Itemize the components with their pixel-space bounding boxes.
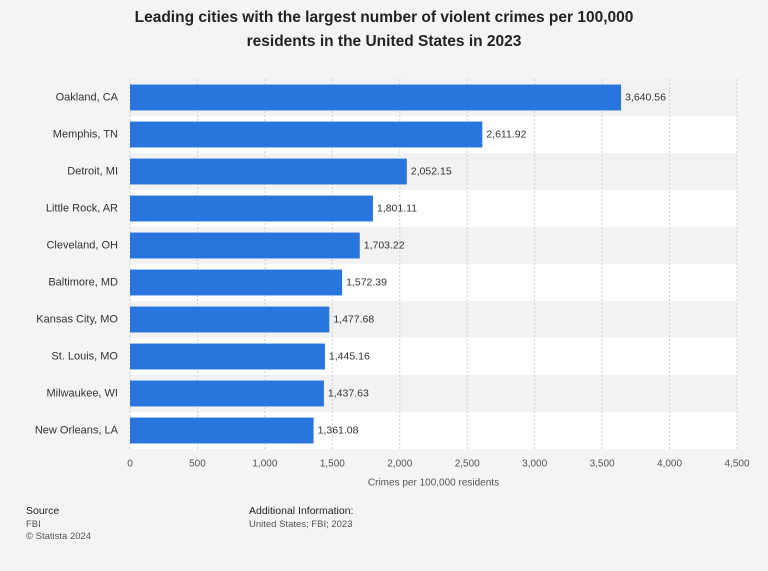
x-tick-label: 1,000: [252, 459, 277, 470]
y-tick-label: Kansas City, MO: [36, 313, 118, 325]
x-axis-title: Crimes per 100,000 residents: [368, 478, 499, 489]
value-label: 1,477.68: [333, 313, 374, 325]
x-tick-label: 0: [127, 459, 133, 470]
value-label: 1,437.63: [328, 387, 369, 399]
value-label: 1,572.39: [346, 276, 387, 288]
bar: [130, 306, 330, 333]
x-tick-label: 3,500: [590, 459, 615, 470]
bar: [130, 84, 622, 111]
y-tick-label: Little Rock, AR: [46, 202, 118, 214]
x-tick-label: 4,500: [724, 459, 749, 470]
bar: [130, 343, 325, 370]
x-tick-label: 2,500: [455, 459, 480, 470]
x-tick-label: 4,000: [657, 459, 682, 470]
bar: [130, 380, 324, 407]
bar: [130, 195, 373, 222]
bar: [130, 269, 343, 296]
value-label: 2,052.15: [411, 165, 452, 177]
x-tick-label: 1,500: [320, 459, 345, 470]
info-block: Additional Information: United States; F…: [249, 505, 353, 531]
bar: [130, 417, 314, 444]
value-label: 1,445.16: [329, 350, 370, 362]
y-tick-label: Cleveland, OH: [46, 239, 118, 251]
x-tick-label: 3,000: [522, 459, 547, 470]
value-label: 1,361.08: [318, 424, 359, 436]
x-tick-label: 2,000: [387, 459, 412, 470]
bar: [130, 232, 360, 259]
source-block: Source FBI © Statista 2024: [26, 505, 91, 544]
y-tick-label: St. Louis, MO: [51, 350, 118, 362]
y-tick-label: Oakland, CA: [56, 91, 119, 103]
source-title: Source: [26, 505, 60, 517]
y-tick-label: Milwaukee, WI: [46, 387, 118, 399]
info: United States; FBI; 2023: [249, 518, 353, 530]
value-label: 3,640.56: [625, 91, 666, 103]
x-tick-label: 500: [189, 459, 206, 470]
value-label: 2,611.92: [486, 128, 526, 140]
bar: [130, 158, 407, 185]
value-label: 1,703.22: [364, 239, 405, 251]
info-title: Additional Information:: [249, 505, 354, 517]
y-tick-label: Memphis, TN: [53, 128, 118, 140]
y-tick-label: New Orleans, LA: [35, 424, 119, 436]
value-label: 1,801.11: [377, 202, 417, 214]
y-tick-label: Baltimore, MD: [48, 276, 118, 288]
copyright: © Statista 2024: [26, 531, 92, 542]
bar: [130, 121, 483, 148]
source: FBI: [26, 518, 41, 530]
y-tick-label: Detroit, MI: [67, 165, 118, 177]
chart-title: Leading cities with the largest number o…: [134, 9, 634, 50]
